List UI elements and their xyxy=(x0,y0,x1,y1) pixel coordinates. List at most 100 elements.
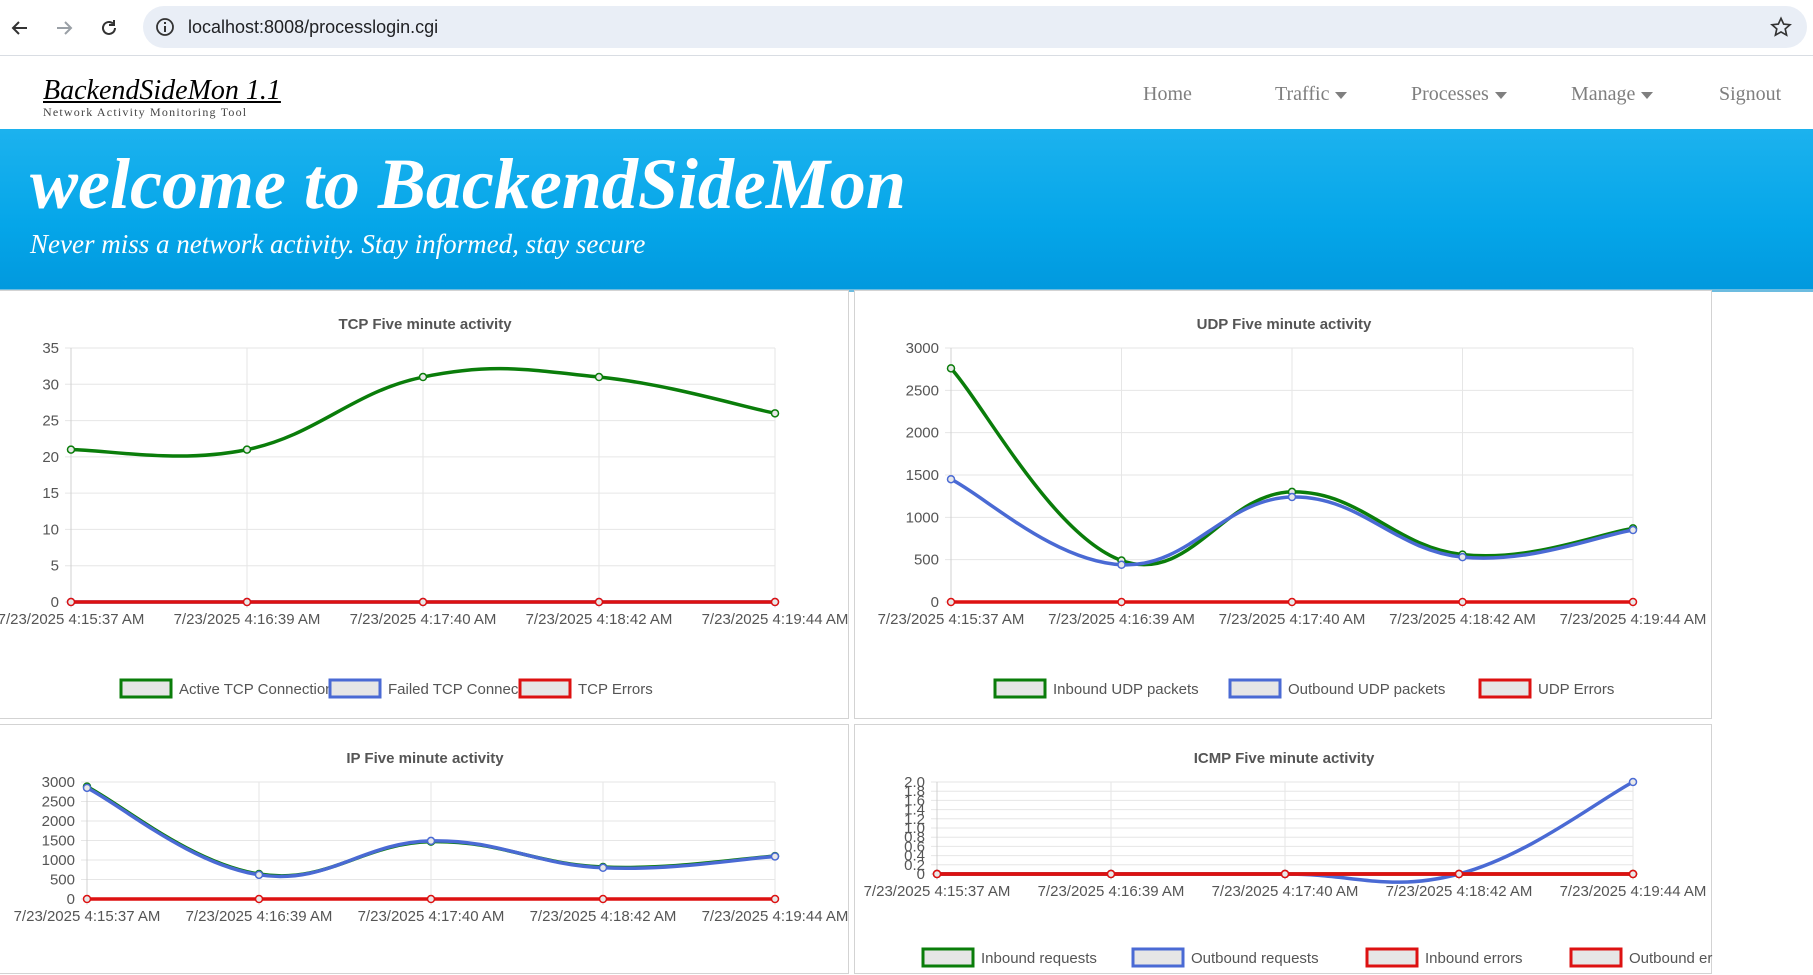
menu-signout[interactable]: Signout xyxy=(1719,83,1782,105)
reload-icon[interactable] xyxy=(91,10,127,46)
data-point[interactable] xyxy=(1117,560,1126,569)
data-point[interactable] xyxy=(1280,869,1290,879)
data-point[interactable] xyxy=(1454,869,1464,879)
x-tick-label: 7/23/2025 4:16:39 AM xyxy=(186,908,333,925)
data-point[interactable] xyxy=(594,597,604,607)
data-point[interactable] xyxy=(418,372,428,382)
menu-home[interactable]: Home xyxy=(1143,83,1192,105)
legend-swatch[interactable] xyxy=(518,678,572,699)
data-point[interactable] xyxy=(598,863,608,873)
browser-toolbar: localhost:8008/processlogin.cgi xyxy=(0,0,1813,56)
data-point[interactable] xyxy=(1287,492,1297,502)
tcp-chart: TCP Five minute activity 0 5 10 15 20 25 30 35 7/… xyxy=(0,316,848,699)
y-tick-label: 2.0 xyxy=(904,774,925,791)
menu-traffic-label: Traffic xyxy=(1275,83,1330,105)
x-tick-label: 7/23/2025 4:15:37 AM xyxy=(878,611,1025,628)
data-point[interactable] xyxy=(1628,597,1638,607)
data-point[interactable] xyxy=(66,445,76,454)
legend-label[interactable]: Failed TCP Connections xyxy=(388,681,550,698)
data-point[interactable] xyxy=(1458,597,1467,607)
data-point[interactable] xyxy=(1458,552,1467,562)
legend-swatch[interactable] xyxy=(993,678,1047,699)
data-point[interactable] xyxy=(946,364,956,373)
data-point[interactable] xyxy=(82,783,92,793)
data-point[interactable] xyxy=(1287,597,1297,607)
legend-swatch[interactable] xyxy=(1131,947,1185,968)
forward-arrow-icon[interactable] xyxy=(46,10,82,46)
data-point[interactable] xyxy=(1628,777,1638,787)
y-tick-label: 2000 xyxy=(42,813,75,830)
y-tick-label: 0 xyxy=(67,891,75,908)
data-point[interactable] xyxy=(242,445,252,454)
data-point[interactable] xyxy=(254,870,264,880)
y-tick-label: 0.2 xyxy=(904,857,925,874)
data-point[interactable] xyxy=(946,474,956,484)
data-point[interactable] xyxy=(770,852,780,861)
legend-swatch[interactable] xyxy=(328,678,382,699)
brand-title[interactable]: BackendSideMon 1.1 xyxy=(43,75,281,106)
legend-swatch[interactable] xyxy=(1478,678,1532,699)
hero-subtitle: Never miss a network activity. Stay info… xyxy=(30,229,646,259)
data-point[interactable] xyxy=(770,894,780,904)
icmp-chart: ICMP Five minute activity00.20.40.60.81.… xyxy=(864,750,1713,968)
data-point[interactable] xyxy=(946,597,956,607)
brand[interactable]: BackendSideMon 1.1 Network Activity Moni… xyxy=(43,77,281,120)
y-tick-label: 0.6 xyxy=(904,838,925,855)
data-point[interactable] xyxy=(770,409,780,418)
site-info-icon[interactable] xyxy=(153,15,177,39)
data-point[interactable] xyxy=(932,869,942,879)
y-tick-label: 1.2 xyxy=(904,811,925,828)
y-tick-label: 2500 xyxy=(42,794,75,811)
y-tick-label: 0 xyxy=(917,866,925,883)
legend-swatch[interactable] xyxy=(1365,947,1419,968)
legend-label[interactable]: Inbound errors xyxy=(1425,950,1523,967)
data-point[interactable] xyxy=(426,894,436,904)
udp-chart-card: UDP Five minute activity 0 500 1000 1500 2000… xyxy=(854,290,1712,719)
legend-label[interactable]: Inbound UDP packets xyxy=(1053,681,1199,698)
udp-chart: UDP Five minute activity 0 500 1000 1500 2000… xyxy=(878,316,1707,699)
y-tick-label: 1.6 xyxy=(904,792,925,809)
x-tick-label: 7/23/2025 4:19:44 AM xyxy=(702,908,849,925)
y-tick-label: 20 xyxy=(42,449,59,466)
y-tick-label: 0 xyxy=(931,594,939,611)
x-tick-label: 7/23/2025 4:18:42 AM xyxy=(530,908,677,925)
data-point[interactable] xyxy=(1117,597,1126,607)
x-tick-label: 7/23/2025 4:19:44 AM xyxy=(1560,611,1707,628)
legend-label[interactable]: Inbound requests xyxy=(981,950,1097,967)
data-point[interactable] xyxy=(426,836,436,846)
data-point[interactable] xyxy=(1106,869,1116,879)
data-point[interactable] xyxy=(598,894,608,904)
chart-title: IP Five minute activity xyxy=(346,750,504,767)
legend-label[interactable]: Outbound errors xyxy=(1629,950,1713,967)
menu-manage[interactable]: Manage xyxy=(1571,83,1654,106)
bookmark-star-icon[interactable] xyxy=(1767,13,1795,41)
menu-processes[interactable]: Processes xyxy=(1411,83,1507,106)
y-tick-label: 25 xyxy=(42,413,59,430)
legend-label[interactable]: TCP Errors xyxy=(578,681,653,698)
data-point[interactable] xyxy=(66,597,76,607)
address-bar[interactable]: localhost:8008/processlogin.cgi xyxy=(143,6,1807,48)
data-point[interactable] xyxy=(82,894,92,904)
legend-label[interactable]: Active TCP Connections xyxy=(179,681,341,698)
data-point[interactable] xyxy=(1628,869,1638,879)
legend-swatch[interactable] xyxy=(1569,947,1623,968)
y-tick-label: 0.8 xyxy=(904,829,925,846)
data-point[interactable] xyxy=(1628,525,1638,535)
legend-swatch[interactable] xyxy=(921,947,975,968)
legend-label[interactable]: Outbound requests xyxy=(1191,950,1319,967)
url-text[interactable]: localhost:8008/processlogin.cgi xyxy=(188,17,439,37)
legend-label[interactable]: Outbound UDP packets xyxy=(1288,681,1445,698)
legend-swatch[interactable] xyxy=(119,678,173,699)
back-arrow-icon[interactable] xyxy=(2,10,38,46)
data-point[interactable] xyxy=(242,597,252,607)
y-tick-label: 5 xyxy=(51,558,59,575)
app-navbar: BackendSideMon 1.1 Network Activity Moni… xyxy=(0,57,1813,129)
x-tick-label: 7/23/2025 4:18:42 AM xyxy=(1386,883,1533,900)
data-point[interactable] xyxy=(418,597,428,607)
data-point[interactable] xyxy=(594,372,604,382)
data-point[interactable] xyxy=(770,597,780,607)
legend-swatch[interactable] xyxy=(1228,678,1282,699)
data-point[interactable] xyxy=(254,894,264,904)
legend-label[interactable]: UDP Errors xyxy=(1538,681,1614,698)
menu-traffic[interactable]: Traffic xyxy=(1275,83,1348,106)
